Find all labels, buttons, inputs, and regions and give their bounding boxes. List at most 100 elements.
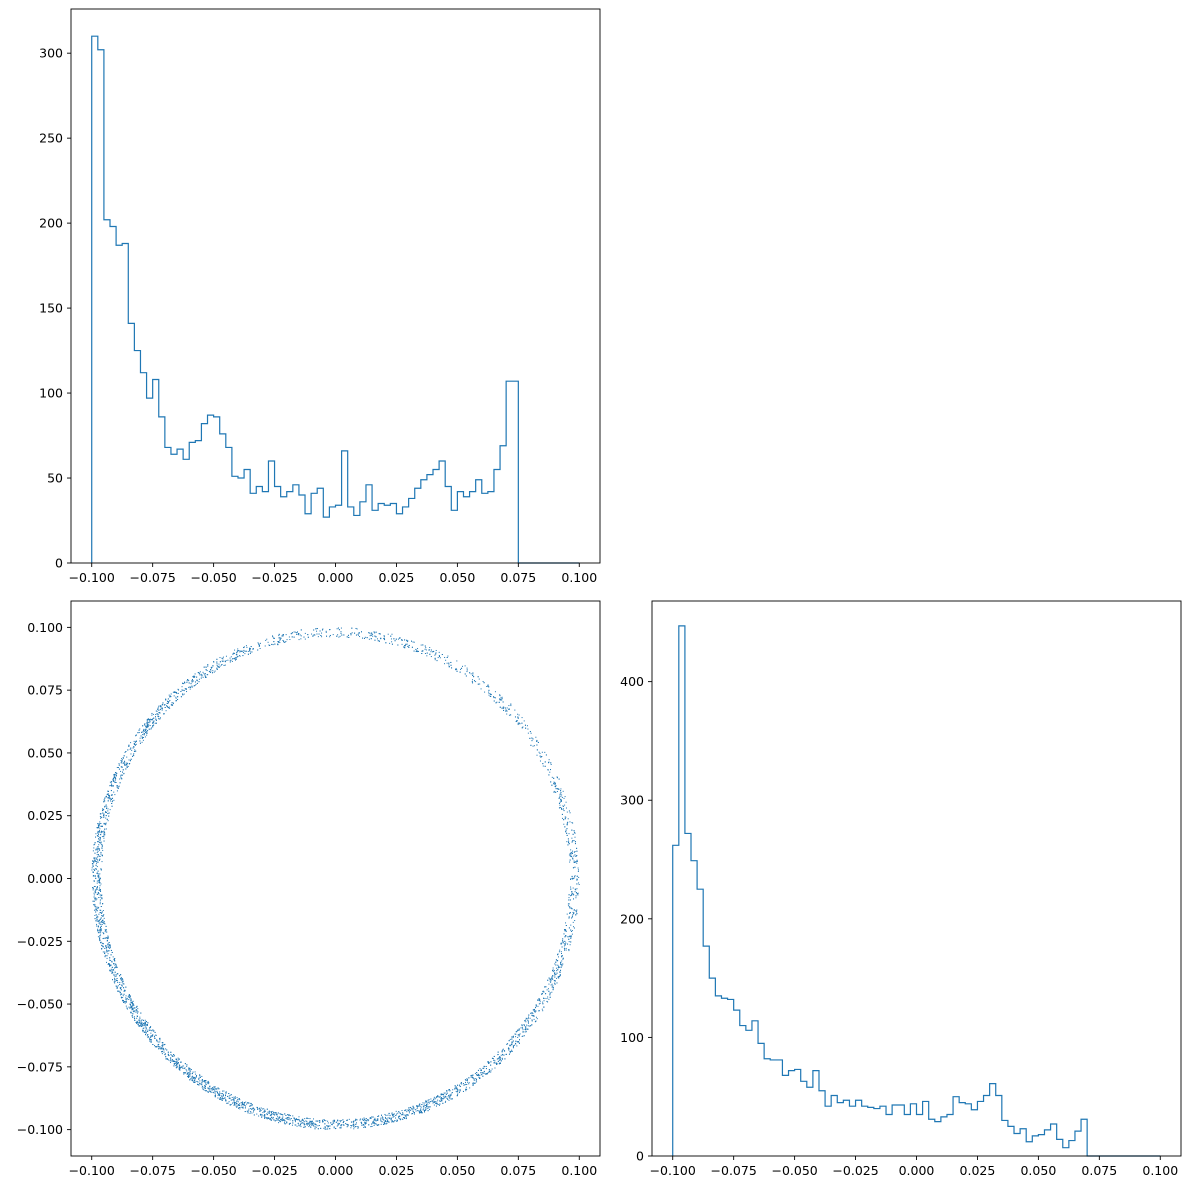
scatter-point	[404, 1115, 406, 1117]
scatter-point	[151, 1035, 153, 1037]
scatter-point	[488, 692, 490, 694]
scatter-point	[125, 986, 127, 988]
hist-x-xtick-label: 0.025	[379, 570, 415, 585]
scatter-point	[175, 692, 177, 694]
scatter-point	[214, 1096, 216, 1098]
scatter-point	[372, 1121, 374, 1123]
scatter-point	[108, 950, 110, 952]
scatter-point	[572, 853, 574, 855]
scatter-point	[173, 1054, 175, 1056]
scatter-point	[535, 1010, 537, 1012]
scatter-point	[569, 861, 571, 863]
scatter-point	[102, 932, 104, 934]
scatter-point	[477, 683, 479, 685]
scatter-point	[497, 1051, 499, 1053]
scatter-point	[315, 628, 317, 630]
scatter-point	[390, 1117, 392, 1119]
scatter-point	[293, 631, 295, 633]
scatter-point	[405, 1118, 407, 1120]
scatter-point	[472, 1084, 474, 1086]
scatter-point	[113, 963, 115, 965]
scatter-point	[249, 653, 251, 655]
scatter-point	[159, 706, 161, 708]
scatter-point	[427, 1110, 429, 1112]
scatter-point	[528, 1025, 530, 1027]
scatter-point	[339, 1121, 341, 1123]
scatter-point	[156, 1046, 158, 1048]
scatter-point	[466, 1088, 468, 1090]
scatter-point	[124, 1001, 126, 1003]
scatter-point	[477, 1069, 479, 1071]
scatter-point	[413, 1108, 415, 1110]
scatter-point	[302, 1120, 304, 1122]
scatter-point	[117, 985, 119, 987]
scatter-point	[102, 915, 104, 917]
scatter-point	[292, 1122, 294, 1124]
scatter-point	[103, 830, 105, 832]
scatter-point	[98, 876, 100, 878]
scatter-point	[374, 635, 376, 637]
scatter-point	[242, 1101, 244, 1103]
scatter-point	[493, 1059, 495, 1061]
scatter-point	[93, 844, 95, 846]
scatter-point	[172, 704, 174, 706]
scatter-point	[574, 861, 576, 863]
scatter-point	[236, 1100, 238, 1102]
scatter-point	[435, 1102, 437, 1104]
scatter-point	[297, 631, 299, 633]
scatter-point	[346, 1123, 348, 1125]
scatter-point	[421, 650, 423, 652]
scatter-point	[94, 843, 96, 845]
scatter-point	[548, 774, 550, 776]
scatter-point	[129, 995, 131, 997]
scatter-point	[233, 652, 235, 654]
scatter-point	[204, 676, 206, 678]
scatter-point	[402, 1116, 404, 1118]
scatter-point	[294, 1119, 296, 1121]
scatter-point	[549, 996, 551, 998]
scatter-point	[186, 1065, 188, 1067]
scatter-point	[208, 670, 210, 672]
scatter-point	[303, 636, 305, 638]
scatter-point	[126, 998, 128, 1000]
scatter-point	[267, 1111, 269, 1113]
scatter-point	[104, 929, 106, 931]
scatter-point	[101, 894, 103, 896]
scatter-point	[529, 737, 531, 739]
scatter-point	[261, 1116, 263, 1118]
scatter-point	[112, 785, 114, 787]
scatter-point	[552, 978, 554, 980]
scatter-point	[268, 644, 270, 646]
scatter-point	[130, 1007, 132, 1009]
scatter-point	[364, 636, 366, 638]
scatter-point	[298, 633, 300, 635]
scatter-point	[518, 1042, 520, 1044]
scatter-point	[214, 670, 216, 672]
scatter-point	[556, 960, 558, 962]
scatter-point	[437, 1103, 439, 1105]
scatter-point	[307, 636, 309, 638]
scatter-point	[166, 1058, 168, 1060]
scatter-point	[297, 1122, 299, 1124]
scatter-point	[98, 930, 100, 932]
scatter-point	[251, 1105, 253, 1107]
scatter-point	[436, 1101, 438, 1103]
scatter-point	[385, 1114, 387, 1116]
scatter-point	[455, 1090, 457, 1092]
scatter-point	[483, 1072, 485, 1074]
scatter-point	[179, 1067, 181, 1069]
scatter-point	[285, 1114, 287, 1116]
scatter-point	[568, 950, 570, 952]
scatter-point	[219, 1095, 221, 1097]
scatter-point	[129, 748, 131, 750]
scatter-point	[102, 945, 104, 947]
scatter-point	[108, 794, 110, 796]
scatter-point	[472, 672, 474, 674]
scatter-point	[210, 1091, 212, 1093]
scatter-point	[314, 1123, 316, 1125]
scatter-point	[236, 652, 238, 654]
scatter-point	[499, 1059, 501, 1061]
scatter-point	[109, 957, 111, 959]
scatter-point	[106, 931, 108, 933]
scatter-point	[477, 676, 479, 678]
